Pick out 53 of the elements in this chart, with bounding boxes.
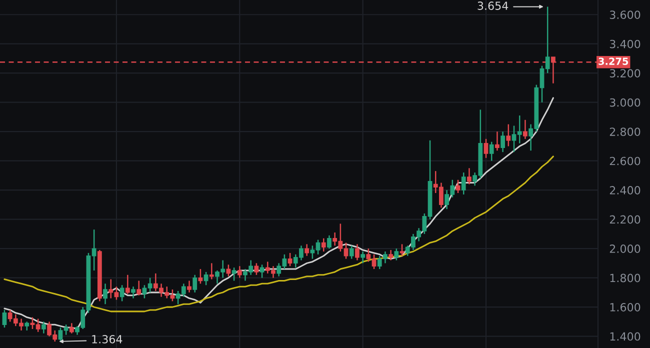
candlestick	[41, 321, 46, 334]
candlestick	[495, 130, 500, 152]
candlestick	[288, 252, 292, 267]
candlestick	[394, 248, 399, 261]
candlestick	[226, 264, 231, 277]
candlestick	[260, 264, 264, 278]
y-tick-label: 1.400	[610, 332, 640, 341]
candlestick	[232, 266, 236, 282]
candlestick	[467, 168, 472, 185]
candlestick	[523, 119, 528, 140]
candlestick	[304, 244, 310, 257]
candlestick	[461, 172, 466, 196]
candlestick	[237, 265, 242, 278]
y-tick-label: 3.200	[610, 69, 640, 78]
candlestick	[360, 250, 366, 264]
y-tick-label: 2.600	[610, 156, 640, 166]
y-tick-label: 3.400	[610, 40, 640, 48]
candlestick	[489, 141, 494, 162]
candlestick	[69, 322, 74, 334]
candlestick	[2, 309, 7, 328]
y-tick-label: 1.800	[610, 274, 640, 282]
candlestick	[456, 179, 460, 194]
candlestick	[355, 244, 360, 261]
candlestick	[388, 249, 394, 261]
candlestick	[131, 286, 136, 299]
candlestick	[484, 138, 488, 159]
y-tick-label: 2.800	[610, 128, 640, 136]
candlestick	[349, 245, 354, 260]
y-tick-label: 1.600	[610, 303, 640, 312]
candlestick	[506, 124, 511, 147]
candlestick	[209, 262, 214, 280]
candlestick	[254, 262, 259, 276]
candlestick	[327, 234, 332, 250]
candlestick	[125, 274, 130, 295]
ref-line-label: 3.275	[598, 58, 628, 65]
line-series	[4, 156, 554, 312]
candlestick	[192, 274, 198, 294]
candlestick	[400, 244, 404, 257]
y-tick-label: 2.200	[610, 215, 640, 224]
candlestick	[204, 271, 208, 286]
candlestick	[198, 268, 203, 284]
candlestick	[321, 238, 326, 252]
y-tick-label: 3.600	[610, 10, 640, 19]
y-tick-label: 2.400	[610, 186, 640, 194]
candlestick	[103, 283, 108, 305]
candlestick	[120, 284, 124, 302]
candlestick	[187, 280, 192, 294]
candlestick	[500, 130, 506, 153]
annotation: 1.364	[92, 334, 122, 344]
annotation: 3.654	[478, 2, 508, 10]
candlestick	[136, 280, 142, 296]
y-tick-label: 3.000	[610, 98, 640, 107]
y-tick-label: 2.000	[610, 244, 640, 253]
